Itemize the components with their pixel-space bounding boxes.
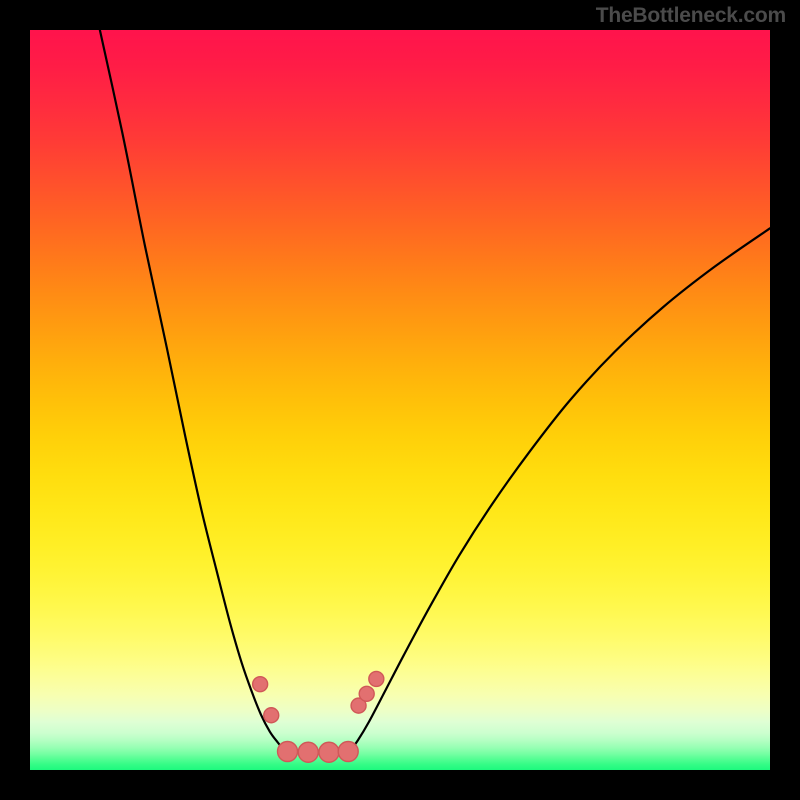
curve-right-branch <box>350 228 770 751</box>
marker-valley-1 <box>298 742 318 762</box>
marker-valley-2 <box>319 742 339 762</box>
chart-svg <box>30 30 770 770</box>
marker-left-1 <box>264 708 279 723</box>
chart-plot-area <box>30 30 770 770</box>
marker-valley-0 <box>278 742 298 762</box>
watermark-text: TheBottleneck.com <box>596 4 786 28</box>
marker-valley-3 <box>338 742 358 762</box>
marker-right-2 <box>369 671 384 686</box>
marker-left-0 <box>253 677 268 692</box>
marker-right-1 <box>359 686 374 701</box>
curve-left-branch <box>97 30 286 751</box>
